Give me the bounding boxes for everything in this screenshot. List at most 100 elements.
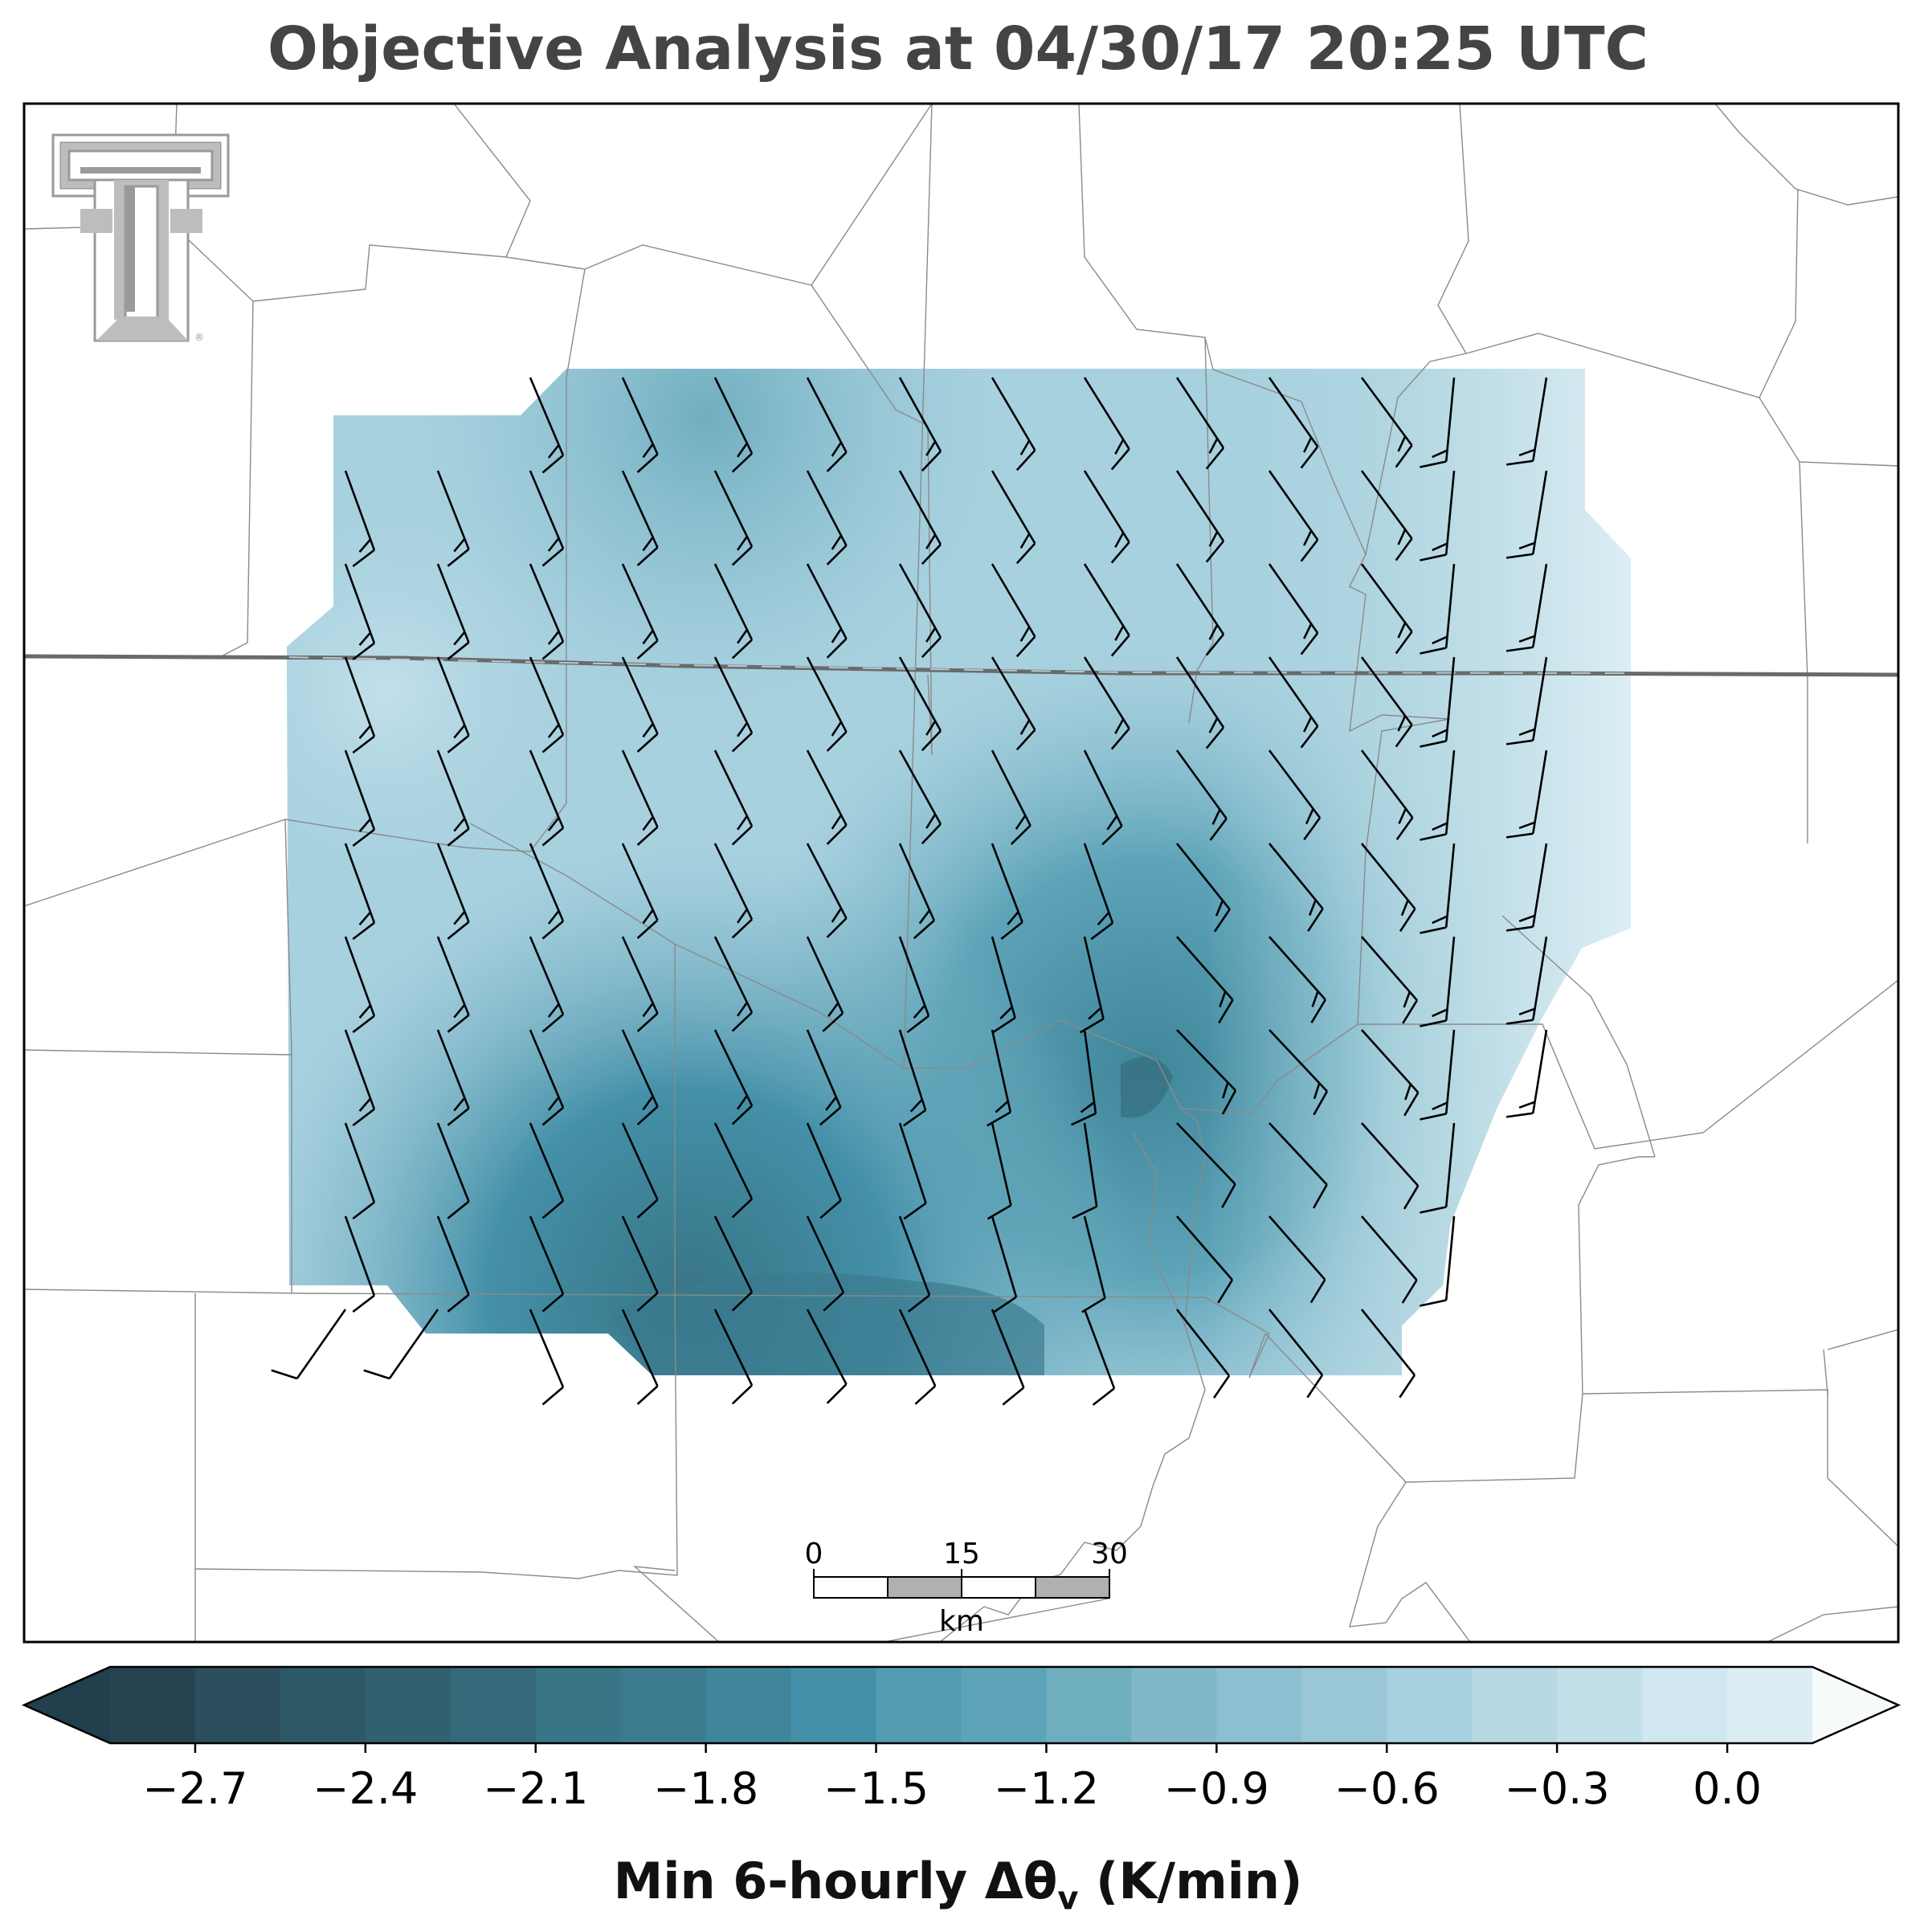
colorbar-tick-label: −1.8 bbox=[653, 1763, 758, 1814]
wind-barb bbox=[436, 1215, 470, 1313]
wind-barb bbox=[1360, 843, 1416, 933]
wind-barb bbox=[1505, 563, 1548, 652]
wind-barb bbox=[1420, 563, 1456, 655]
wind-barb bbox=[344, 750, 376, 848]
wind-barb bbox=[529, 563, 565, 660]
wind-barb bbox=[991, 470, 1036, 565]
wind-barb bbox=[713, 843, 754, 939]
wind-barb bbox=[1420, 470, 1456, 562]
wind-barb bbox=[436, 563, 470, 660]
wind-barb bbox=[1175, 656, 1225, 750]
wind-barb bbox=[713, 1029, 754, 1125]
wind-barb bbox=[621, 1122, 659, 1219]
wind-barb bbox=[1268, 656, 1319, 749]
wind-barb bbox=[621, 563, 659, 660]
wind-barb bbox=[1361, 936, 1419, 1024]
colorbar-bin bbox=[110, 1667, 196, 1743]
wind-barb bbox=[621, 750, 659, 846]
colorbar-label: Min 6-hourly Δθv (K/min) bbox=[0, 1852, 1916, 1917]
wind-barb bbox=[344, 563, 376, 661]
wind-barb bbox=[806, 936, 844, 1032]
wind-barb bbox=[621, 1215, 659, 1312]
wind-barb bbox=[1361, 1122, 1420, 1210]
wind-barb bbox=[806, 843, 848, 938]
wind-barb bbox=[1420, 656, 1456, 748]
colorbar-bin bbox=[961, 1667, 1048, 1743]
wind-barb bbox=[1420, 1029, 1456, 1121]
wind-barb bbox=[713, 750, 754, 846]
wind-barb bbox=[1081, 1215, 1106, 1313]
wind-barb bbox=[1175, 1309, 1231, 1399]
wind-barb bbox=[529, 936, 565, 1033]
colorbar-extend-high bbox=[1812, 1667, 1898, 1743]
wind-barb bbox=[529, 1215, 565, 1313]
map-title: Objective Analysis at 04/30/17 20:25 UTC bbox=[268, 14, 1648, 84]
wind-barb bbox=[621, 377, 659, 473]
colorbar-bin bbox=[1387, 1667, 1473, 1743]
wind-barb bbox=[713, 563, 754, 660]
colorbar-bin bbox=[535, 1667, 622, 1743]
logo-registered-mark: ® bbox=[194, 332, 204, 343]
wind-barb bbox=[344, 1122, 376, 1220]
wind-barb bbox=[1420, 377, 1456, 468]
colorbar-tick-label: −0.9 bbox=[1164, 1763, 1269, 1814]
wind-barb bbox=[991, 843, 1023, 940]
colorbar-tick-label: −2.4 bbox=[313, 1763, 418, 1814]
colorbar-label-main: Min 6-hourly Δθ bbox=[613, 1852, 1058, 1910]
wind-barb bbox=[436, 1029, 470, 1126]
wind-barb bbox=[806, 1029, 842, 1126]
wind-barb bbox=[1360, 470, 1413, 562]
wind-barb bbox=[1083, 656, 1130, 750]
wind-barb bbox=[621, 1309, 659, 1405]
colorbar-tick-label: −1.5 bbox=[823, 1763, 929, 1814]
wind-barb bbox=[344, 936, 376, 1034]
wind-barb bbox=[1360, 377, 1413, 468]
wind-barb bbox=[1420, 936, 1456, 1027]
wind-barb bbox=[1360, 750, 1414, 840]
wind-barb bbox=[621, 843, 659, 939]
wind-barb bbox=[1176, 1029, 1237, 1115]
wind-barb bbox=[1420, 1215, 1456, 1307]
wind-barb bbox=[806, 1122, 842, 1219]
wind-barb bbox=[806, 563, 848, 659]
colorbar-tick-label: 0.0 bbox=[1693, 1763, 1762, 1814]
wind-barb bbox=[1361, 1029, 1420, 1117]
wind-barb bbox=[991, 1215, 1018, 1313]
wind-barb bbox=[898, 470, 942, 565]
wind-barb bbox=[1360, 1309, 1416, 1399]
colorbar-bin bbox=[280, 1667, 366, 1743]
colorbar-label-subscript: v bbox=[1057, 1880, 1079, 1918]
wind-barb bbox=[991, 563, 1036, 658]
wind-barb bbox=[1175, 843, 1231, 933]
colorbar-tick-label: −2.1 bbox=[483, 1763, 588, 1814]
wind-barb bbox=[991, 656, 1036, 751]
colorbar-tick-label: −0.3 bbox=[1505, 1763, 1610, 1814]
colorbar-outline bbox=[21, 1665, 1902, 1745]
wind-barb bbox=[713, 1309, 754, 1405]
colorbar-bin bbox=[1727, 1667, 1813, 1743]
wind-barb bbox=[436, 656, 470, 754]
wind-barb bbox=[621, 656, 659, 753]
wind-barb bbox=[621, 470, 659, 566]
wind-barb bbox=[991, 1309, 1025, 1406]
theta-v-field bbox=[287, 369, 1631, 1375]
wind-barb bbox=[436, 750, 470, 847]
colorbar-tick-label: −0.6 bbox=[1334, 1763, 1440, 1814]
wind-barb bbox=[529, 1122, 565, 1219]
wind-barb bbox=[713, 936, 754, 1032]
wind-barb bbox=[898, 1309, 937, 1405]
wind-barb bbox=[898, 843, 935, 940]
wind-barb bbox=[363, 1309, 439, 1380]
wind-barb bbox=[898, 1122, 927, 1220]
wind-barb bbox=[1072, 1122, 1098, 1219]
wind-barb bbox=[529, 1309, 565, 1406]
scale-tick-0: 0 bbox=[805, 1538, 823, 1571]
wind-barb bbox=[1268, 377, 1319, 469]
wind-barb bbox=[1083, 750, 1123, 846]
wind-barb bbox=[529, 656, 565, 754]
wind-barb bbox=[436, 936, 470, 1033]
colorbar-bin bbox=[365, 1667, 451, 1743]
colorbar-bin bbox=[1301, 1667, 1387, 1743]
wind-barb bbox=[991, 750, 1032, 845]
wind-barb bbox=[1505, 470, 1548, 559]
